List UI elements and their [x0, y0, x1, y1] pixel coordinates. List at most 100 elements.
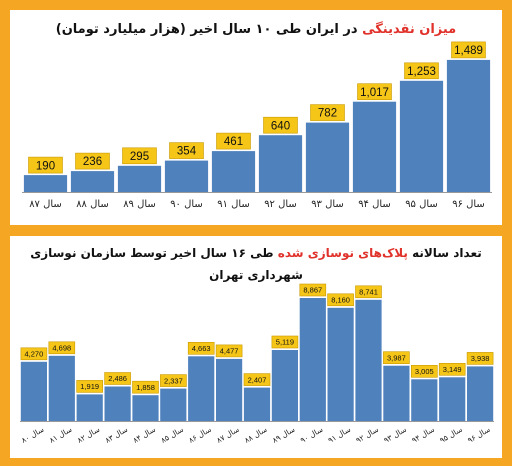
renovation-bar [299, 298, 326, 421]
liquidity-category-label: سال ۹۱ [217, 199, 250, 210]
renovation-bar [383, 365, 410, 421]
liquidity-value-label-box [28, 156, 63, 174]
renovation-category-label: سال ۸۳ [104, 425, 130, 445]
renovation-value-label-box [160, 374, 187, 387]
renovation-value-label: 8,160 [331, 296, 350, 305]
liquidity-title-highlight: میزان نقدینگی [362, 22, 457, 37]
renovation-value-label-box [215, 344, 243, 358]
renovation-value-label-box [20, 347, 48, 361]
liquidity-bar [305, 122, 350, 192]
renovation-value-label: 1,919 [80, 382, 99, 391]
renovation-value-label-box [243, 373, 271, 386]
renovation-bar [104, 386, 131, 421]
renovation-bar [327, 307, 354, 421]
renovation-value-label: 8,741 [359, 288, 378, 297]
renovation-chart-panel: تعداد سالانه پلاک‌های نوسازی شده طی ۱۶ س… [10, 236, 502, 458]
liquidity-value-label-box [263, 116, 298, 134]
renovation-value-label: 3,938 [471, 354, 490, 363]
renovation-value-label: 5,119 [276, 338, 294, 347]
renovation-value-label-box [355, 285, 382, 299]
renovation-category-label: سال ۹۳ [382, 425, 408, 445]
renovation-value-label-box [271, 335, 299, 349]
renovation-title-prefix: تعداد سالانه [407, 246, 482, 260]
renovation-bar [20, 361, 47, 421]
renovation-chart-title-line1: تعداد سالانه پلاک‌های نوسازی شده طی ۱۶ س… [10, 246, 502, 260]
liquidity-category-label: سال ۹۵ [405, 199, 438, 210]
renovation-value-label-box [327, 293, 354, 307]
renovation-chart-title-line2: شهرداری تهران [209, 268, 303, 282]
liquidity-bar [258, 135, 303, 192]
renovation-value-label: 2,407 [248, 375, 267, 384]
liquidity-category-label: سال ۹۶ [452, 199, 485, 210]
renovation-value-label-box [466, 352, 494, 365]
liquidity-value-label-box [216, 132, 251, 150]
renovation-value-label: 4,698 [52, 344, 71, 353]
liquidity-value-label: 782 [318, 108, 337, 120]
liquidity-value-label: 236 [83, 156, 102, 168]
liquidity-value-label-box [75, 152, 110, 170]
renovation-category-label: سال ۸۸ [243, 425, 269, 445]
renovation-bar [188, 356, 215, 421]
renovation-value-label: 2,486 [108, 374, 127, 383]
renovation-title-suffix: طی ۱۶ سال اخیر توسط سازمان نوسازی [30, 246, 278, 260]
renovation-value-label-box [132, 380, 159, 394]
liquidity-category-label: سال ۸۸ [76, 199, 109, 210]
renovation-category-label: سال ۸۷ [215, 425, 241, 445]
renovation-category-label: سال ۸۲ [76, 425, 102, 445]
liquidity-value-label-box [169, 142, 204, 159]
renovation-category-label: سال ۹۵ [438, 425, 464, 445]
liquidity-bar [446, 59, 491, 193]
renovation-value-label-box [104, 372, 131, 385]
renovation-chart: 4,270 سال ۸۰ 4,698 سال ۸۱ 1,919 سال ۸۲ 2,486 سا… [20, 283, 494, 445]
liquidity-category-label: سال ۹۲ [264, 199, 297, 210]
renovation-bar [411, 379, 438, 421]
renovation-bar [132, 395, 159, 421]
liquidity-category-label: سال ۹۴ [358, 199, 391, 210]
renovation-category-label: سال ۸۴ [131, 425, 157, 445]
renovation-category-label: سال ۹۲ [354, 425, 380, 445]
renovation-bar [160, 388, 187, 421]
renovation-value-label: 3,149 [443, 365, 462, 374]
renovation-category-label: سال ۹۰ [299, 425, 325, 445]
liquidity-value-label: 1,017 [360, 87, 389, 99]
renovation-category-label: سال ۸۱ [48, 425, 74, 445]
renovation-value-label-box [76, 380, 103, 393]
renovation-category-label: سال ۹۶ [466, 425, 492, 445]
renovation-bar [243, 387, 271, 421]
renovation-category-label: سال ۸۵ [159, 425, 185, 445]
liquidity-bar [70, 171, 115, 192]
liquidity-category-label: سال ۸۷ [29, 199, 62, 210]
renovation-value-label: 2,337 [164, 376, 183, 385]
liquidity-chart: 190 سال ۸۷ 236 سال ۸۸ 295 سال ۸۹ 354 سال ۹۰ 461 س… [22, 41, 492, 210]
renovation-value-label-box [299, 283, 327, 297]
renovation-value-label: 8,867 [303, 286, 322, 295]
liquidity-value-label: 1,253 [407, 66, 436, 78]
renovation-value-label-box [383, 351, 410, 364]
liquidity-value-label-box [310, 104, 345, 121]
liquidity-bar [211, 151, 256, 192]
renovation-value-label: 4,663 [192, 344, 211, 353]
liquidity-bar [399, 80, 444, 192]
liquidity-category-label: سال ۹۰ [170, 199, 203, 210]
liquidity-chart-panel: میزان نقدینگی در ایران طی ۱۰ سال اخیر (ه… [10, 10, 502, 225]
renovation-category-label: سال ۹۱ [327, 425, 353, 445]
liquidity-title-rest: در ایران طی ۱۰ سال اخیر (هزار میلیارد تو… [55, 22, 363, 37]
renovation-value-label-box [187, 342, 215, 355]
renovation-category-label: سال ۸۶ [187, 425, 213, 445]
renovation-category-label: سال ۸۰ [20, 425, 46, 445]
liquidity-value-label: 354 [177, 146, 197, 158]
liquidity-category-label: سال ۸۹ [123, 199, 156, 210]
liquidity-value-label: 190 [36, 160, 55, 172]
renovation-bar [467, 366, 494, 421]
liquidity-value-label: 1,489 [454, 45, 483, 57]
renovation-title-highlight: پلاک‌های نوسازی شده [277, 246, 408, 260]
renovation-bar [216, 358, 243, 421]
renovation-category-label: سال ۹۴ [410, 425, 436, 445]
renovation-category-label: سال ۸۹ [271, 425, 297, 445]
liquidity-value-label-box [451, 41, 486, 59]
liquidity-chart-title: میزان نقدینگی در ایران طی ۱۰ سال اخیر (ه… [10, 22, 502, 37]
liquidity-value-label: 295 [130, 151, 149, 163]
renovation-value-label-box [410, 365, 438, 378]
renovation-bar [355, 299, 382, 421]
renovation-bar [271, 350, 298, 421]
